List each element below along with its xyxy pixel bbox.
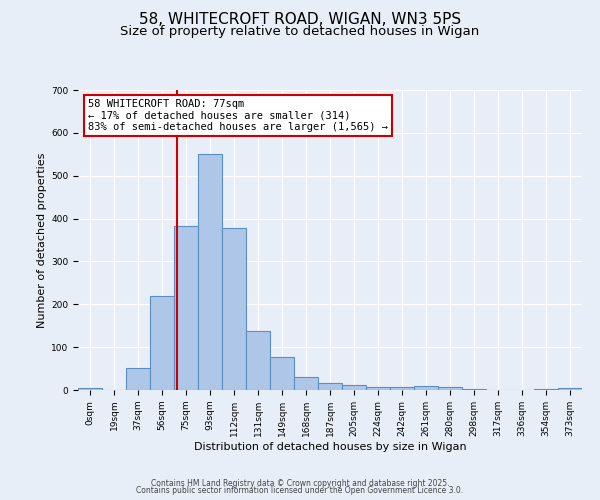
- Bar: [462, 389, 486, 390]
- Bar: [150, 296, 174, 390]
- Bar: [174, 226, 198, 390]
- Y-axis label: Number of detached properties: Number of detached properties: [37, 152, 47, 328]
- X-axis label: Distribution of detached houses by size in Wigan: Distribution of detached houses by size …: [194, 442, 466, 452]
- Text: Contains HM Land Registry data © Crown copyright and database right 2025.: Contains HM Land Registry data © Crown c…: [151, 478, 449, 488]
- Text: 58 WHITECROFT ROAD: 77sqm
← 17% of detached houses are smaller (314)
83% of semi: 58 WHITECROFT ROAD: 77sqm ← 17% of detac…: [88, 99, 388, 132]
- Bar: [246, 331, 270, 390]
- Text: Size of property relative to detached houses in Wigan: Size of property relative to detached ho…: [121, 25, 479, 38]
- Bar: [78, 388, 102, 390]
- Bar: [198, 154, 222, 390]
- Bar: [270, 356, 294, 390]
- Bar: [126, 368, 150, 390]
- Bar: [222, 228, 246, 390]
- Bar: [294, 377, 318, 390]
- Text: Contains public sector information licensed under the Open Government Licence 3.: Contains public sector information licen…: [136, 486, 464, 495]
- Bar: [534, 389, 558, 390]
- Bar: [414, 386, 438, 390]
- Bar: [318, 382, 342, 390]
- Bar: [366, 387, 390, 390]
- Text: 58, WHITECROFT ROAD, WIGAN, WN3 5PS: 58, WHITECROFT ROAD, WIGAN, WN3 5PS: [139, 12, 461, 28]
- Bar: [438, 388, 462, 390]
- Bar: [390, 387, 414, 390]
- Bar: [342, 385, 366, 390]
- Bar: [558, 388, 582, 390]
